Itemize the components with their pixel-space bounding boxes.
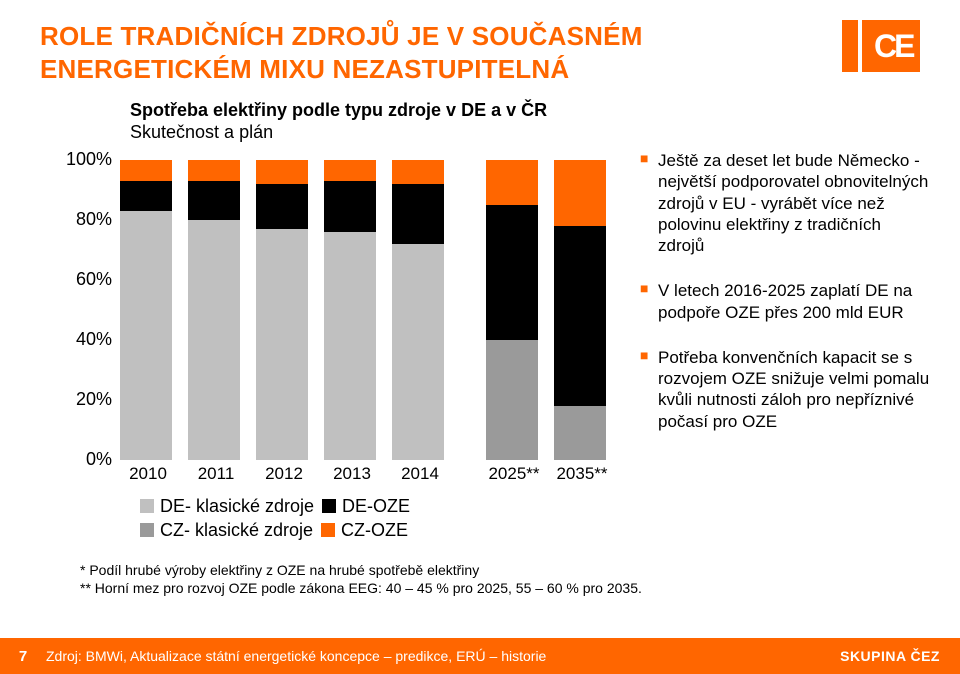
footnote-1: * Podíl hrubé výroby elektřiny z OZE na …	[80, 562, 880, 580]
bar-segment	[392, 244, 444, 460]
legend-label: CZ- klasické zdroje	[160, 518, 313, 542]
legend-row-1: DE- klasické zdroje DE-OZE	[140, 494, 600, 518]
bar-segment	[486, 160, 538, 205]
bar-segment	[554, 406, 606, 460]
bar-segment	[486, 205, 538, 340]
legend-item-cz-oze: CZ-OZE	[321, 518, 408, 542]
brand-text: SKUPINA ČEZ	[840, 648, 940, 664]
legend-item-de-oze: DE-OZE	[322, 494, 410, 518]
bullet-list: Ještě za deset let bude Německo - největ…	[640, 150, 930, 456]
slide-title: ROLE TRADIČNÍCH ZDROJŮ JE V SOUČASNÉM EN…	[40, 20, 680, 85]
bar-segment	[120, 181, 172, 211]
stacked-bar-chart: 100% 80% 60% 40% 20% 0% 20102011201220132014 2…	[40, 150, 610, 510]
legend-swatch-icon	[140, 499, 154, 513]
y-axis-label: 100%	[40, 149, 112, 170]
bullet-item: Ještě za deset let bude Německo - největ…	[640, 150, 930, 256]
legend-label: CZ-OZE	[341, 518, 408, 542]
legend-item-cz-classic: CZ- klasické zdroje	[140, 518, 313, 542]
legend-label: DE- klasické zdroje	[160, 494, 314, 518]
chart-plot-area	[120, 160, 600, 460]
subtitle-line-1: Spotřeba elektřiny podle typu zdroje v D…	[130, 100, 547, 120]
bullet-item: V letech 2016-2025 zaplatí DE na podpoře…	[640, 280, 930, 323]
bottom-bar: 7 Zdroj: BMWi, Aktualizace státní energe…	[0, 638, 960, 674]
footnote-2: ** Horní mez pro rozvoj OZE podle zákona…	[80, 580, 880, 598]
bar-segment	[554, 226, 606, 406]
chart-legend: DE- klasické zdroje DE-OZE CZ- klasické …	[140, 494, 600, 542]
x-axis-label: 2011	[182, 464, 250, 484]
bar-segment	[324, 181, 376, 232]
bar-segment	[324, 232, 376, 460]
chart-subtitle: Spotřeba elektřiny podle typu zdroje v D…	[130, 100, 600, 143]
x-axis-label: 2014	[386, 464, 454, 484]
legend-row-2: CZ- klasické zdroje CZ-OZE	[140, 518, 600, 542]
slide: ROLE TRADIČNÍCH ZDROJŮ JE V SOUČASNÉM EN…	[0, 0, 960, 674]
bar-segment	[392, 184, 444, 244]
y-axis-label: 0%	[40, 449, 112, 470]
x-axis-label: 2035**	[548, 464, 616, 484]
bar-segment	[120, 211, 172, 460]
bar-segment	[256, 184, 308, 229]
bar-segment	[486, 340, 538, 460]
bar-segment	[392, 160, 444, 184]
bar-segment	[554, 160, 606, 226]
title-line-1: ROLE TRADIČNÍCH ZDROJŮ JE V SOUČASNÉM	[40, 21, 643, 51]
bar-segment	[188, 181, 240, 220]
x-axis-label: 2013	[318, 464, 386, 484]
bar-segment	[188, 220, 240, 460]
x-axis-label: 2025**	[480, 464, 548, 484]
x-axis-label: 2012	[250, 464, 318, 484]
cez-logo: CE	[842, 20, 920, 72]
source-text: Zdroj: BMWi, Aktualizace státní energeti…	[46, 648, 546, 664]
bullet-item: Potřeba konvenčních kapacit se s rozvoje…	[640, 347, 930, 432]
bar-segment	[256, 160, 308, 184]
subtitle-line-2: Skutečnost a plán	[130, 122, 273, 142]
legend-item-de-classic: DE- klasické zdroje	[140, 494, 314, 518]
x-axis-label: 2010	[114, 464, 182, 484]
y-axis-label: 60%	[40, 269, 112, 290]
title-line-2: ENERGETICKÉM MIXU NEZASTUPITELNÁ	[40, 54, 569, 84]
legend-swatch-icon	[322, 499, 336, 513]
legend-swatch-icon	[321, 523, 335, 537]
logo-letters: CE	[874, 26, 912, 66]
page-number: 7	[0, 648, 46, 665]
bar-segment	[120, 160, 172, 181]
bullet-text: Ještě za deset let bude Německo - největ…	[658, 151, 928, 255]
footnotes: * Podíl hrubé výroby elektřiny z OZE na …	[80, 562, 880, 597]
bar-segment	[188, 160, 240, 181]
y-axis-label: 80%	[40, 209, 112, 230]
y-axis-label: 20%	[40, 389, 112, 410]
bullet-text: V letech 2016-2025 zaplatí DE na podpoře…	[658, 281, 912, 321]
bullet-text: Potřeba konvenčních kapacit se s rozvoje…	[658, 348, 929, 431]
bar-segment	[324, 160, 376, 181]
legend-swatch-icon	[140, 523, 154, 537]
bar-segment	[256, 229, 308, 460]
legend-label: DE-OZE	[342, 494, 410, 518]
y-axis-label: 40%	[40, 329, 112, 350]
